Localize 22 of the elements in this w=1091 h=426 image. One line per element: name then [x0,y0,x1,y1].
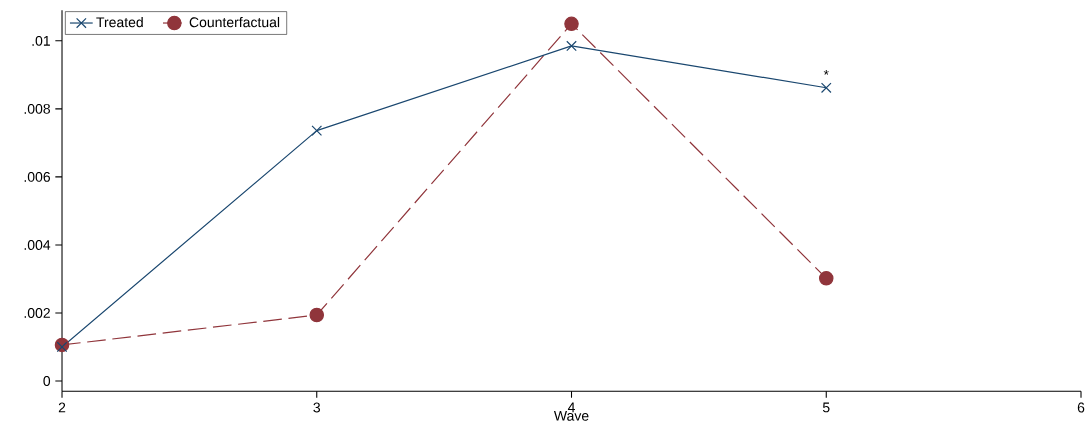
y-tick-label: .002 [24,308,50,318]
x-tick-label: 4 [567,402,575,413]
x-tick-label: 3 [313,402,321,413]
point [566,40,577,52]
legend-label: Treated [96,16,143,28]
point [309,307,325,323]
y-tick-label: .004 [24,239,51,250]
y-tick-label: .006 [24,171,51,182]
y-tick-label: .01 [32,35,50,46]
legend-label: Counterfactual [189,16,280,28]
x-tick-label: 6 [1077,402,1085,413]
x-tick-label: 2 [58,402,66,413]
point [818,271,834,286]
point [56,341,68,353]
y-tick-label: .008 [24,103,51,114]
point [820,82,832,94]
y-tick-label: 0 [43,376,51,386]
point [564,16,579,32]
x-axis-title: Wave [553,411,589,421]
annotation: * [823,69,829,75]
x-tick-label: 5 [822,402,830,413]
point [311,125,323,136]
